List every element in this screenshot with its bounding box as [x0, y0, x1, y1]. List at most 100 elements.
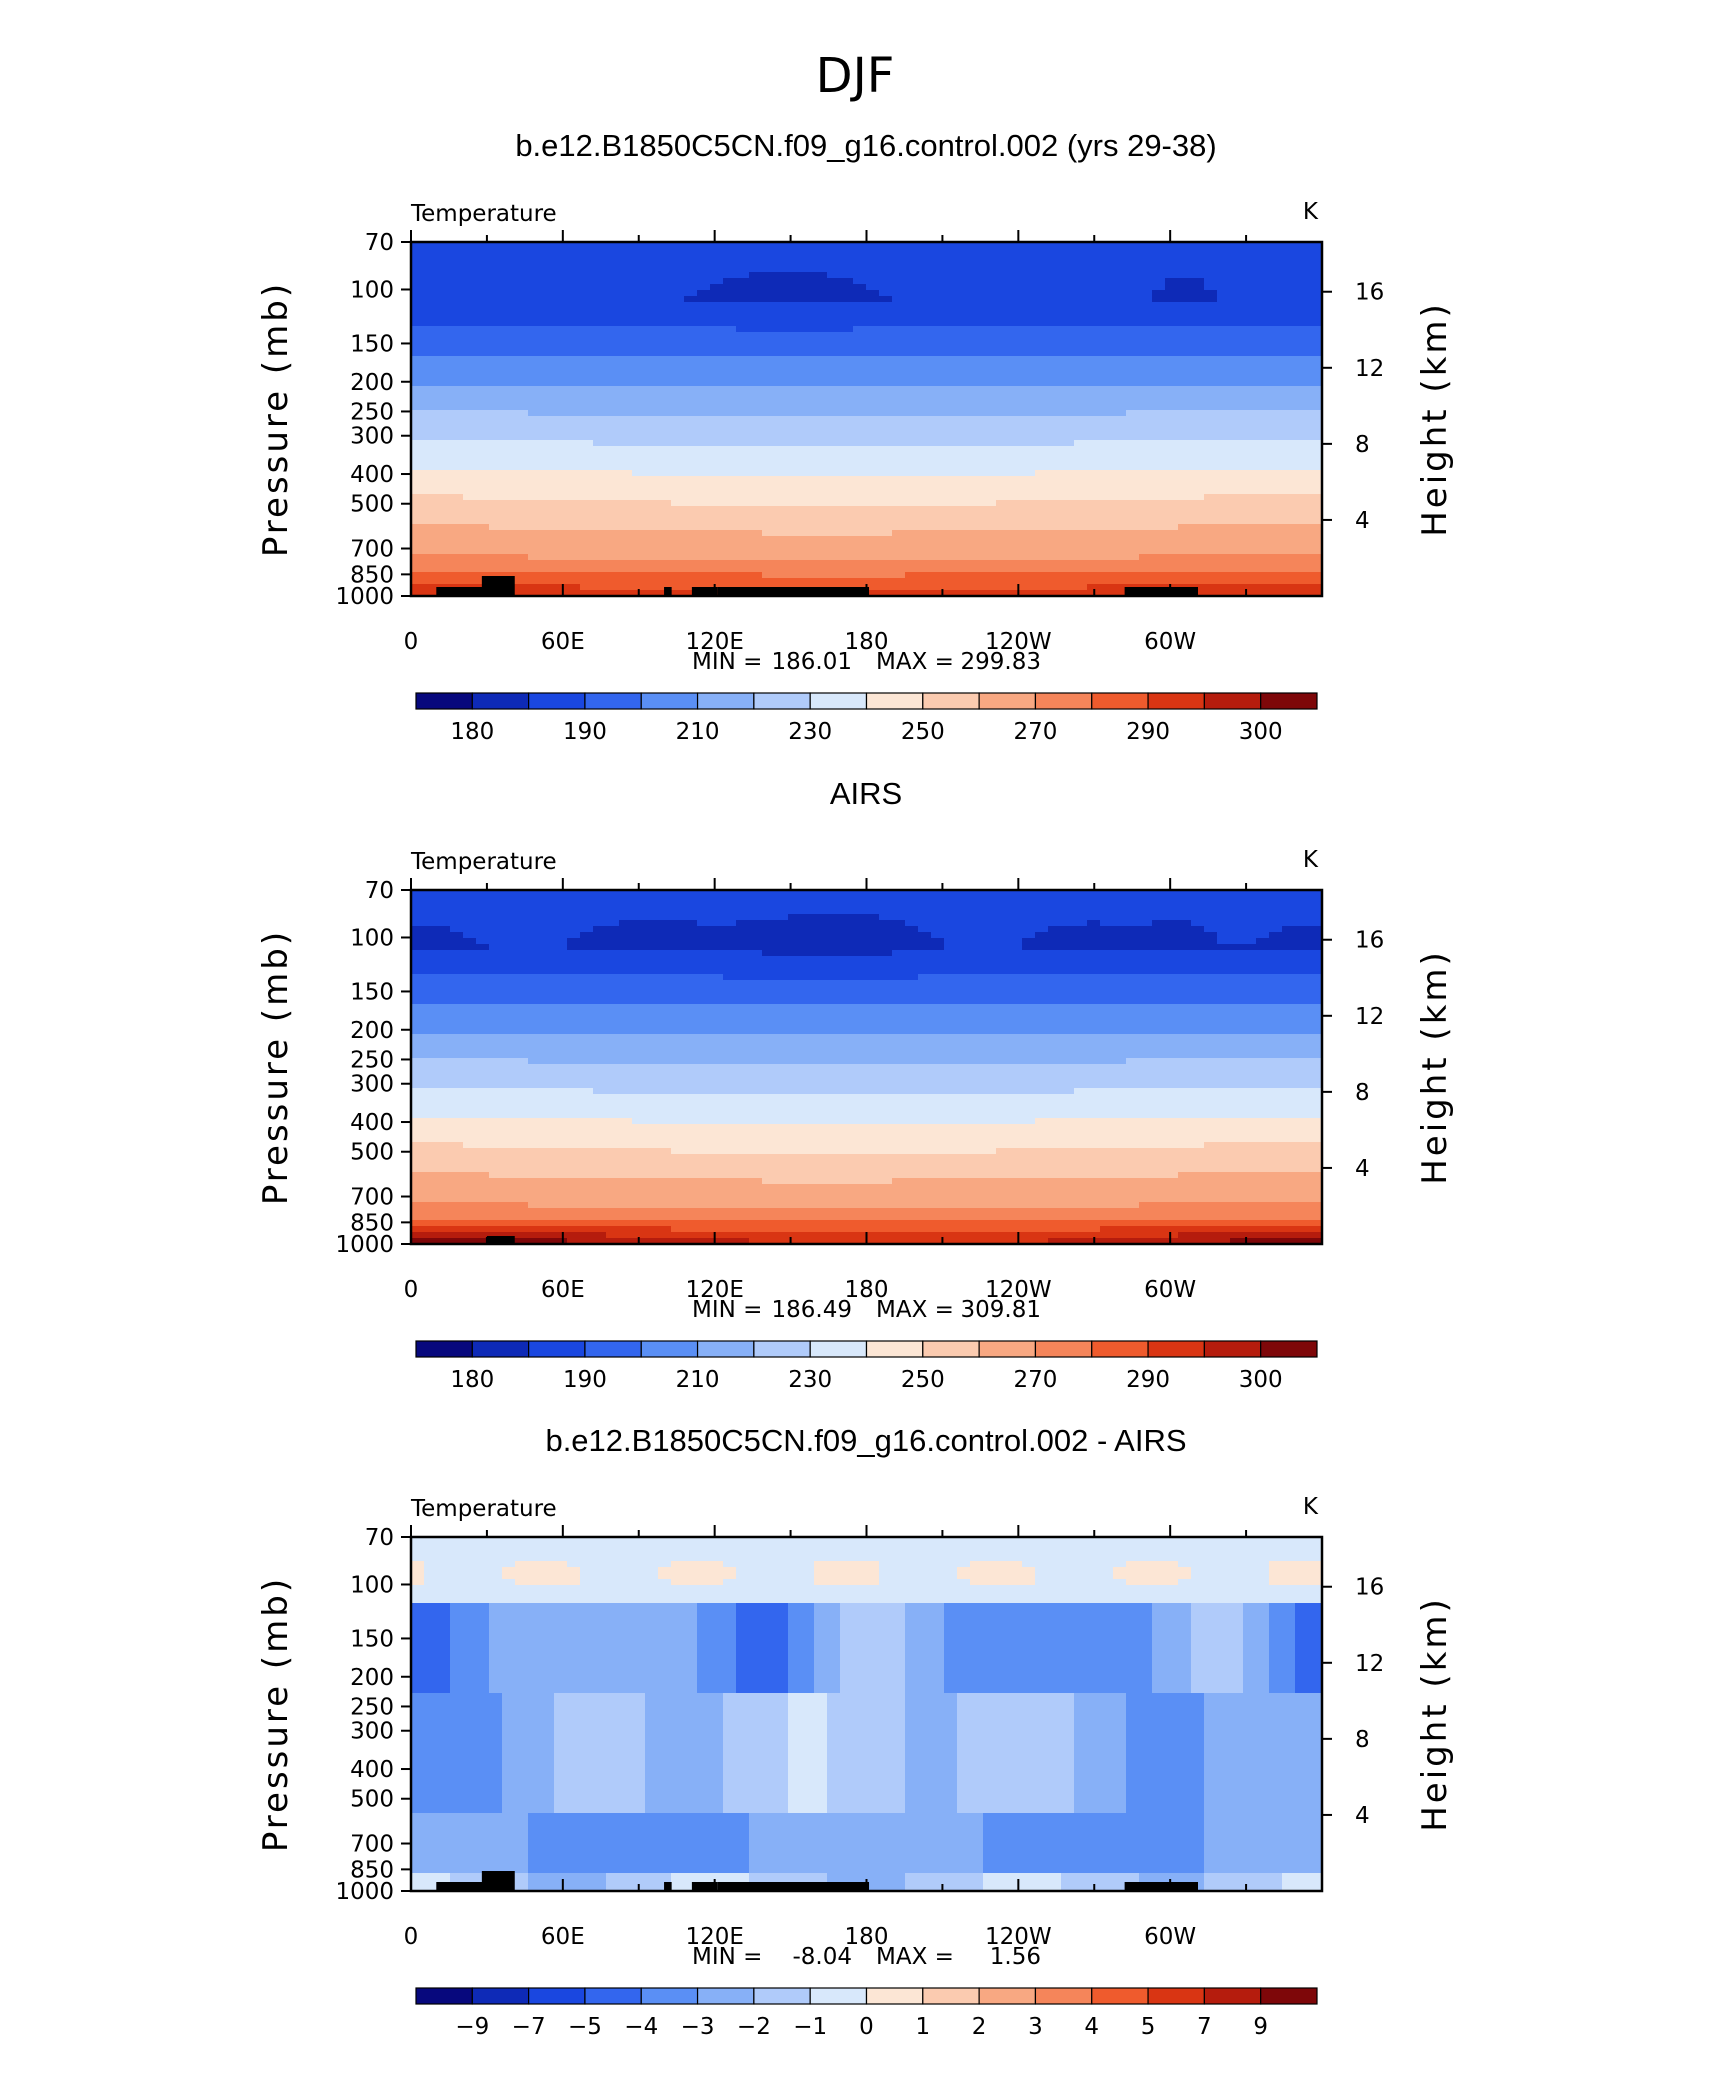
field-cell — [619, 398, 633, 405]
field-cell — [905, 362, 919, 369]
field-cell — [619, 368, 633, 375]
field-cell — [1152, 536, 1166, 543]
field-cell — [879, 500, 893, 507]
field-cell — [463, 542, 477, 549]
field-cell — [567, 518, 581, 525]
field-cell — [502, 920, 516, 927]
field-cell — [697, 938, 711, 945]
field-cell — [918, 368, 932, 375]
field-cell — [580, 374, 594, 381]
field-cell — [554, 368, 568, 375]
field-cell — [528, 548, 542, 555]
field-cell — [1269, 404, 1283, 411]
field-cell — [905, 584, 919, 591]
field-cell — [970, 314, 984, 321]
field-cell — [1100, 464, 1114, 471]
field-cell — [892, 572, 906, 579]
field-cell — [1230, 386, 1244, 393]
field-cell — [684, 566, 698, 573]
field-cell — [801, 350, 815, 357]
field-cell — [411, 374, 425, 381]
field-cell — [1308, 578, 1322, 585]
field-cell — [476, 566, 490, 573]
field-cell — [489, 938, 503, 945]
field-cell — [684, 482, 698, 489]
field-cell — [1126, 464, 1140, 471]
field-cell — [710, 530, 724, 537]
field-cell — [1308, 920, 1322, 927]
field-cell — [528, 380, 542, 387]
field-cell — [463, 356, 477, 363]
field-cell — [866, 362, 880, 369]
field-cell — [1165, 530, 1179, 537]
field-cell — [528, 482, 542, 489]
field-cell — [1269, 296, 1283, 303]
field-cell — [411, 488, 425, 495]
field-cell — [658, 314, 672, 321]
field-cell — [840, 542, 854, 549]
field-cell — [593, 560, 607, 567]
field-cell — [1126, 386, 1140, 393]
field-cell — [1204, 902, 1218, 909]
field-cell — [1243, 566, 1257, 573]
field-cell — [1230, 896, 1244, 903]
field-cell — [1230, 518, 1244, 525]
field-cell — [1009, 566, 1023, 573]
field-cell — [801, 266, 815, 273]
field-cell — [853, 536, 867, 543]
field-cell — [840, 380, 854, 387]
field-cell — [1178, 278, 1192, 285]
field-cell — [632, 926, 646, 933]
field-cell — [853, 938, 867, 945]
field-cell — [606, 434, 620, 441]
field-cell — [645, 572, 659, 579]
field-cell — [1256, 254, 1270, 261]
field-cell — [1256, 368, 1270, 375]
field-cell — [1269, 584, 1283, 591]
field-cell — [788, 482, 802, 489]
field-cell — [541, 464, 555, 471]
field-cell — [827, 320, 841, 327]
field-cell — [502, 392, 516, 399]
field-cell — [1269, 356, 1283, 363]
field-cell — [1165, 374, 1179, 381]
field-cell — [658, 248, 672, 255]
field-cell — [1152, 368, 1166, 375]
field-cell — [515, 362, 529, 369]
field-cell — [1269, 398, 1283, 405]
field-cell — [1009, 422, 1023, 429]
field-cell — [1074, 458, 1088, 465]
field-cell — [541, 254, 555, 261]
field-cell — [1152, 428, 1166, 435]
field-cell — [1282, 914, 1296, 921]
field-cell — [450, 560, 464, 567]
field-cell — [1243, 512, 1257, 519]
field-cell — [749, 392, 763, 399]
field-cell — [1295, 350, 1309, 357]
field-cell — [1308, 428, 1322, 435]
field-cell — [424, 290, 438, 297]
field-cell — [593, 506, 607, 513]
field-cell — [749, 530, 763, 537]
field-cell — [931, 332, 945, 339]
field-cell — [645, 302, 659, 309]
field-cell — [1256, 566, 1270, 573]
field-cell — [762, 938, 776, 945]
field-cell — [814, 320, 828, 327]
field-cell — [879, 428, 893, 435]
field-cell — [762, 464, 776, 471]
field-cell — [450, 362, 464, 369]
field-cell — [866, 548, 880, 555]
field-cell — [1217, 494, 1231, 501]
field-cell — [996, 938, 1010, 945]
field-cell — [918, 584, 932, 591]
field-cell — [1295, 278, 1309, 285]
field-cell — [528, 248, 542, 255]
field-cell — [1074, 278, 1088, 285]
field-cell — [1061, 578, 1075, 585]
field-cell — [697, 284, 711, 291]
field-cell — [736, 482, 750, 489]
field-cell — [1243, 422, 1257, 429]
field-cell — [1074, 428, 1088, 435]
field-cell — [515, 326, 529, 333]
